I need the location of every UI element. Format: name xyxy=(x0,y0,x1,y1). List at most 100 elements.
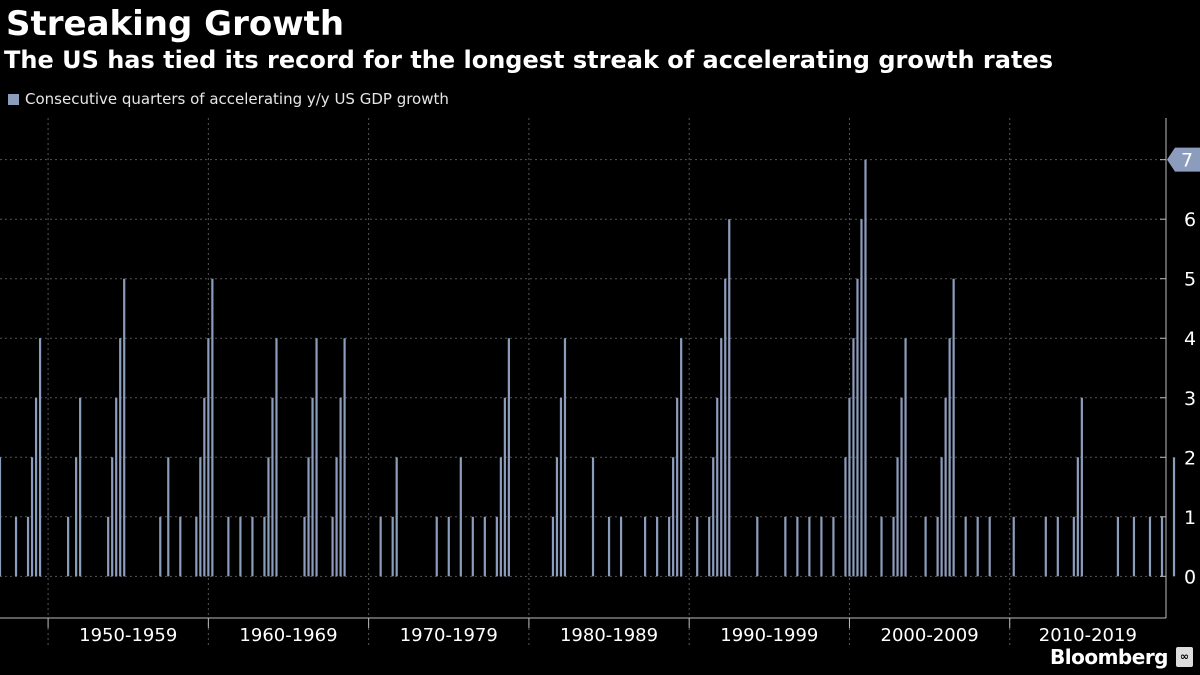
bar xyxy=(211,278,214,577)
bar xyxy=(852,338,855,577)
bar xyxy=(507,338,510,577)
bar xyxy=(848,397,851,577)
bar xyxy=(227,516,230,577)
y-tick-label: 4 xyxy=(1184,328,1196,350)
bar xyxy=(964,516,967,577)
bar xyxy=(936,516,939,577)
bar xyxy=(303,516,306,577)
bar xyxy=(1072,516,1075,577)
bar xyxy=(391,516,394,577)
bar xyxy=(1012,516,1015,577)
bar xyxy=(267,457,270,577)
bar xyxy=(275,338,278,577)
y-tick-label: 5 xyxy=(1184,269,1196,291)
bar xyxy=(668,516,671,577)
bar xyxy=(199,457,202,577)
bar xyxy=(716,397,719,577)
bar xyxy=(712,457,715,577)
legend-label: Consecutive quarters of accelerating y/y… xyxy=(25,90,449,108)
bar xyxy=(379,516,382,577)
bar xyxy=(1076,457,1079,577)
bar xyxy=(644,516,647,577)
bar xyxy=(555,457,559,577)
bar xyxy=(676,397,679,577)
bar xyxy=(395,457,398,577)
x-tick-label: 1990-1999 xyxy=(720,625,818,646)
bar xyxy=(26,516,30,577)
bar xyxy=(607,516,611,577)
bar xyxy=(67,516,70,577)
bar xyxy=(563,338,567,577)
bar xyxy=(315,338,318,577)
bar xyxy=(38,338,42,577)
bar xyxy=(179,516,182,577)
bloomberg-logo: Bloomberg xyxy=(1050,645,1168,669)
bar xyxy=(808,516,811,577)
bar xyxy=(167,457,170,577)
x-tick-label: 1950-1959 xyxy=(79,625,177,646)
bar xyxy=(271,397,274,577)
bar xyxy=(952,278,955,577)
bar xyxy=(34,397,38,577)
bar xyxy=(459,457,462,577)
chart-title: Streaking Growth xyxy=(6,4,345,44)
bar xyxy=(988,516,991,577)
bar xyxy=(896,457,899,577)
bar xyxy=(115,397,118,577)
bar xyxy=(864,159,867,577)
bar xyxy=(1116,516,1120,577)
y-tick-label: 3 xyxy=(1184,388,1196,410)
bar xyxy=(335,457,338,577)
bar xyxy=(447,516,450,577)
bar xyxy=(311,397,314,577)
bar xyxy=(123,278,126,577)
bar xyxy=(900,397,903,577)
x-tick-label: 1960-1969 xyxy=(239,625,337,646)
bar xyxy=(880,516,883,577)
bar xyxy=(499,457,502,577)
bar xyxy=(1160,516,1164,577)
bar xyxy=(724,278,727,577)
bar xyxy=(1132,516,1136,577)
bar xyxy=(30,457,34,577)
bar xyxy=(591,457,595,577)
bar xyxy=(904,338,907,577)
bar xyxy=(860,219,863,577)
bar xyxy=(111,457,114,577)
bar xyxy=(656,516,659,577)
bar xyxy=(79,397,82,577)
bar xyxy=(207,338,210,577)
y-tick-label: 2 xyxy=(1184,447,1196,469)
bar xyxy=(251,516,254,577)
legend: Consecutive quarters of accelerating y/y… xyxy=(8,90,449,108)
bar xyxy=(203,397,206,577)
bar xyxy=(551,516,555,577)
bar xyxy=(832,516,835,577)
bar xyxy=(471,516,474,577)
bar xyxy=(495,516,498,577)
bar xyxy=(619,516,623,577)
bar xyxy=(1044,516,1047,577)
bar xyxy=(307,457,310,577)
bar xyxy=(195,516,198,577)
bar xyxy=(948,338,951,577)
bar xyxy=(892,516,895,577)
y-tick-label: 1 xyxy=(1184,507,1196,529)
bar xyxy=(331,516,334,577)
bar xyxy=(680,338,683,577)
bar xyxy=(708,516,711,577)
bar xyxy=(796,516,799,577)
bar xyxy=(483,516,486,577)
chart-subtitle: The US has tied its record for the longe… xyxy=(4,46,1053,74)
bar xyxy=(1056,516,1059,577)
highlight-label: 7 xyxy=(1181,150,1193,172)
bar xyxy=(559,397,563,577)
bar xyxy=(1172,457,1176,577)
bar xyxy=(856,278,859,577)
bar xyxy=(0,457,2,577)
x-tick-label: 1970-1979 xyxy=(400,625,498,646)
bar xyxy=(239,516,242,577)
bar xyxy=(435,516,438,577)
bar xyxy=(696,516,699,577)
